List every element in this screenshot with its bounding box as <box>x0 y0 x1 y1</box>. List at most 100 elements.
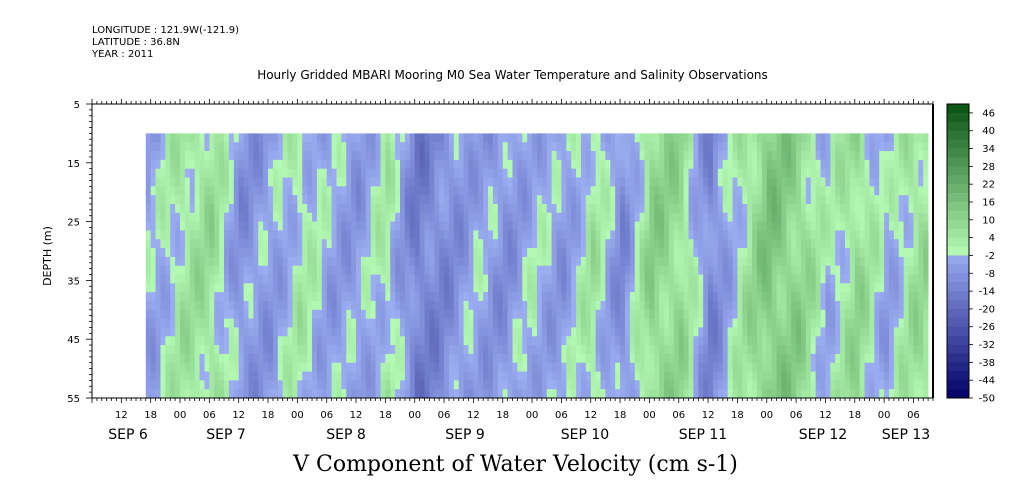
heatmap-cell <box>502 256 509 267</box>
heatmap-cell <box>610 168 616 178</box>
heatmap-cell <box>512 327 518 337</box>
heatmap-cell <box>888 177 895 187</box>
heatmap-cell <box>258 265 264 275</box>
heatmap-cell <box>566 248 572 258</box>
heatmap-cell <box>326 300 332 311</box>
heatmap-cell <box>155 248 161 258</box>
heatmap-cell <box>698 371 704 381</box>
heatmap-cell <box>150 336 156 346</box>
heatmap-cell <box>155 327 161 337</box>
heatmap-cell <box>532 283 538 293</box>
heatmap-cell <box>316 380 323 390</box>
heatmap-cell <box>297 336 303 346</box>
heatmap-cell <box>815 159 821 170</box>
heatmap-cell <box>512 371 518 381</box>
heatmap-cell <box>302 186 308 196</box>
heatmap-cell <box>170 142 176 152</box>
heatmap-cell <box>228 168 235 178</box>
heatmap-cell <box>385 203 391 214</box>
heatmap-cell <box>434 168 440 178</box>
heatmap-cell <box>781 265 787 275</box>
heatmap-cell <box>287 142 293 152</box>
heatmap-cell <box>316 265 323 275</box>
heatmap-cell <box>165 248 171 258</box>
heatmap-cell <box>409 142 416 152</box>
heatmap-cell <box>580 380 587 390</box>
heatmap-cell <box>258 239 264 249</box>
heatmap-cell <box>356 142 362 152</box>
heatmap-cell <box>747 345 753 355</box>
heatmap-cell <box>326 327 332 337</box>
heatmap-cell <box>380 159 386 170</box>
heatmap-cell <box>160 380 166 390</box>
heatmap-cell <box>404 159 411 170</box>
heatmap-cell <box>864 256 870 267</box>
heatmap-cell <box>360 248 367 258</box>
heatmap-cell <box>840 265 846 275</box>
heatmap-cell <box>502 159 509 170</box>
heatmap-cell <box>903 212 909 222</box>
heatmap-cell <box>835 230 841 240</box>
heatmap-cell <box>507 327 513 337</box>
heatmap-cell <box>287 151 293 161</box>
heatmap-cell <box>380 248 386 258</box>
heatmap-cell <box>155 203 161 214</box>
heatmap-cell <box>664 203 670 214</box>
heatmap-cell <box>346 389 352 399</box>
heatmap-cell <box>488 239 494 249</box>
heatmap-cell <box>815 221 821 231</box>
heatmap-cell <box>184 283 191 293</box>
heatmap-cell <box>448 327 455 337</box>
heatmap-cell <box>884 177 890 187</box>
heatmap-cell <box>453 195 460 205</box>
heatmap-cell <box>414 151 420 161</box>
heatmap-cell <box>541 292 548 302</box>
heatmap-cell <box>649 327 655 337</box>
heatmap-cell <box>605 256 611 267</box>
heatmap-cell <box>400 159 406 170</box>
heatmap-cell <box>194 389 200 399</box>
heatmap-cell <box>791 142 797 152</box>
heatmap-cell <box>908 248 914 258</box>
heatmap-cell <box>184 389 191 399</box>
heatmap-cell <box>282 248 288 258</box>
heatmap-cell <box>175 177 181 187</box>
heatmap-cell <box>321 353 328 364</box>
heatmap-cell <box>747 186 753 196</box>
heatmap-cell <box>580 265 587 275</box>
heatmap-cell <box>463 327 469 337</box>
heatmap-cell <box>825 336 831 346</box>
heatmap-cell <box>923 318 929 328</box>
heatmap-cell <box>263 371 269 381</box>
heatmap-cell <box>732 292 738 302</box>
heatmap-cell <box>155 362 161 372</box>
heatmap-cell <box>683 195 689 205</box>
heatmap-cell <box>356 371 362 381</box>
heatmap-cell <box>527 151 533 161</box>
heatmap-cell <box>439 142 445 152</box>
heatmap-cell <box>238 221 244 231</box>
heatmap-cell <box>517 389 523 399</box>
heatmap-cell <box>404 195 411 205</box>
heatmap-cell <box>634 133 641 143</box>
heatmap-cell <box>492 151 499 161</box>
heatmap-cell <box>893 389 900 399</box>
heatmap-cell <box>893 309 900 320</box>
heatmap-cell <box>497 300 504 311</box>
heatmap-cell <box>732 168 738 178</box>
heatmap-cell <box>444 362 450 372</box>
heatmap-cell <box>145 362 152 372</box>
heatmap-cell <box>561 159 567 170</box>
heatmap-cell <box>879 283 885 293</box>
heatmap-cell <box>180 265 186 275</box>
heatmap-cell <box>556 371 562 381</box>
heatmap-cell <box>620 362 626 372</box>
heatmap-cell <box>810 336 817 346</box>
heatmap-cell <box>712 353 719 364</box>
heatmap-cell <box>395 274 401 284</box>
heatmap-cell <box>854 309 861 320</box>
heatmap-cell <box>199 230 205 240</box>
heatmap-cell <box>228 389 235 399</box>
heatmap-cell <box>512 186 518 196</box>
heatmap-cell <box>913 309 919 320</box>
